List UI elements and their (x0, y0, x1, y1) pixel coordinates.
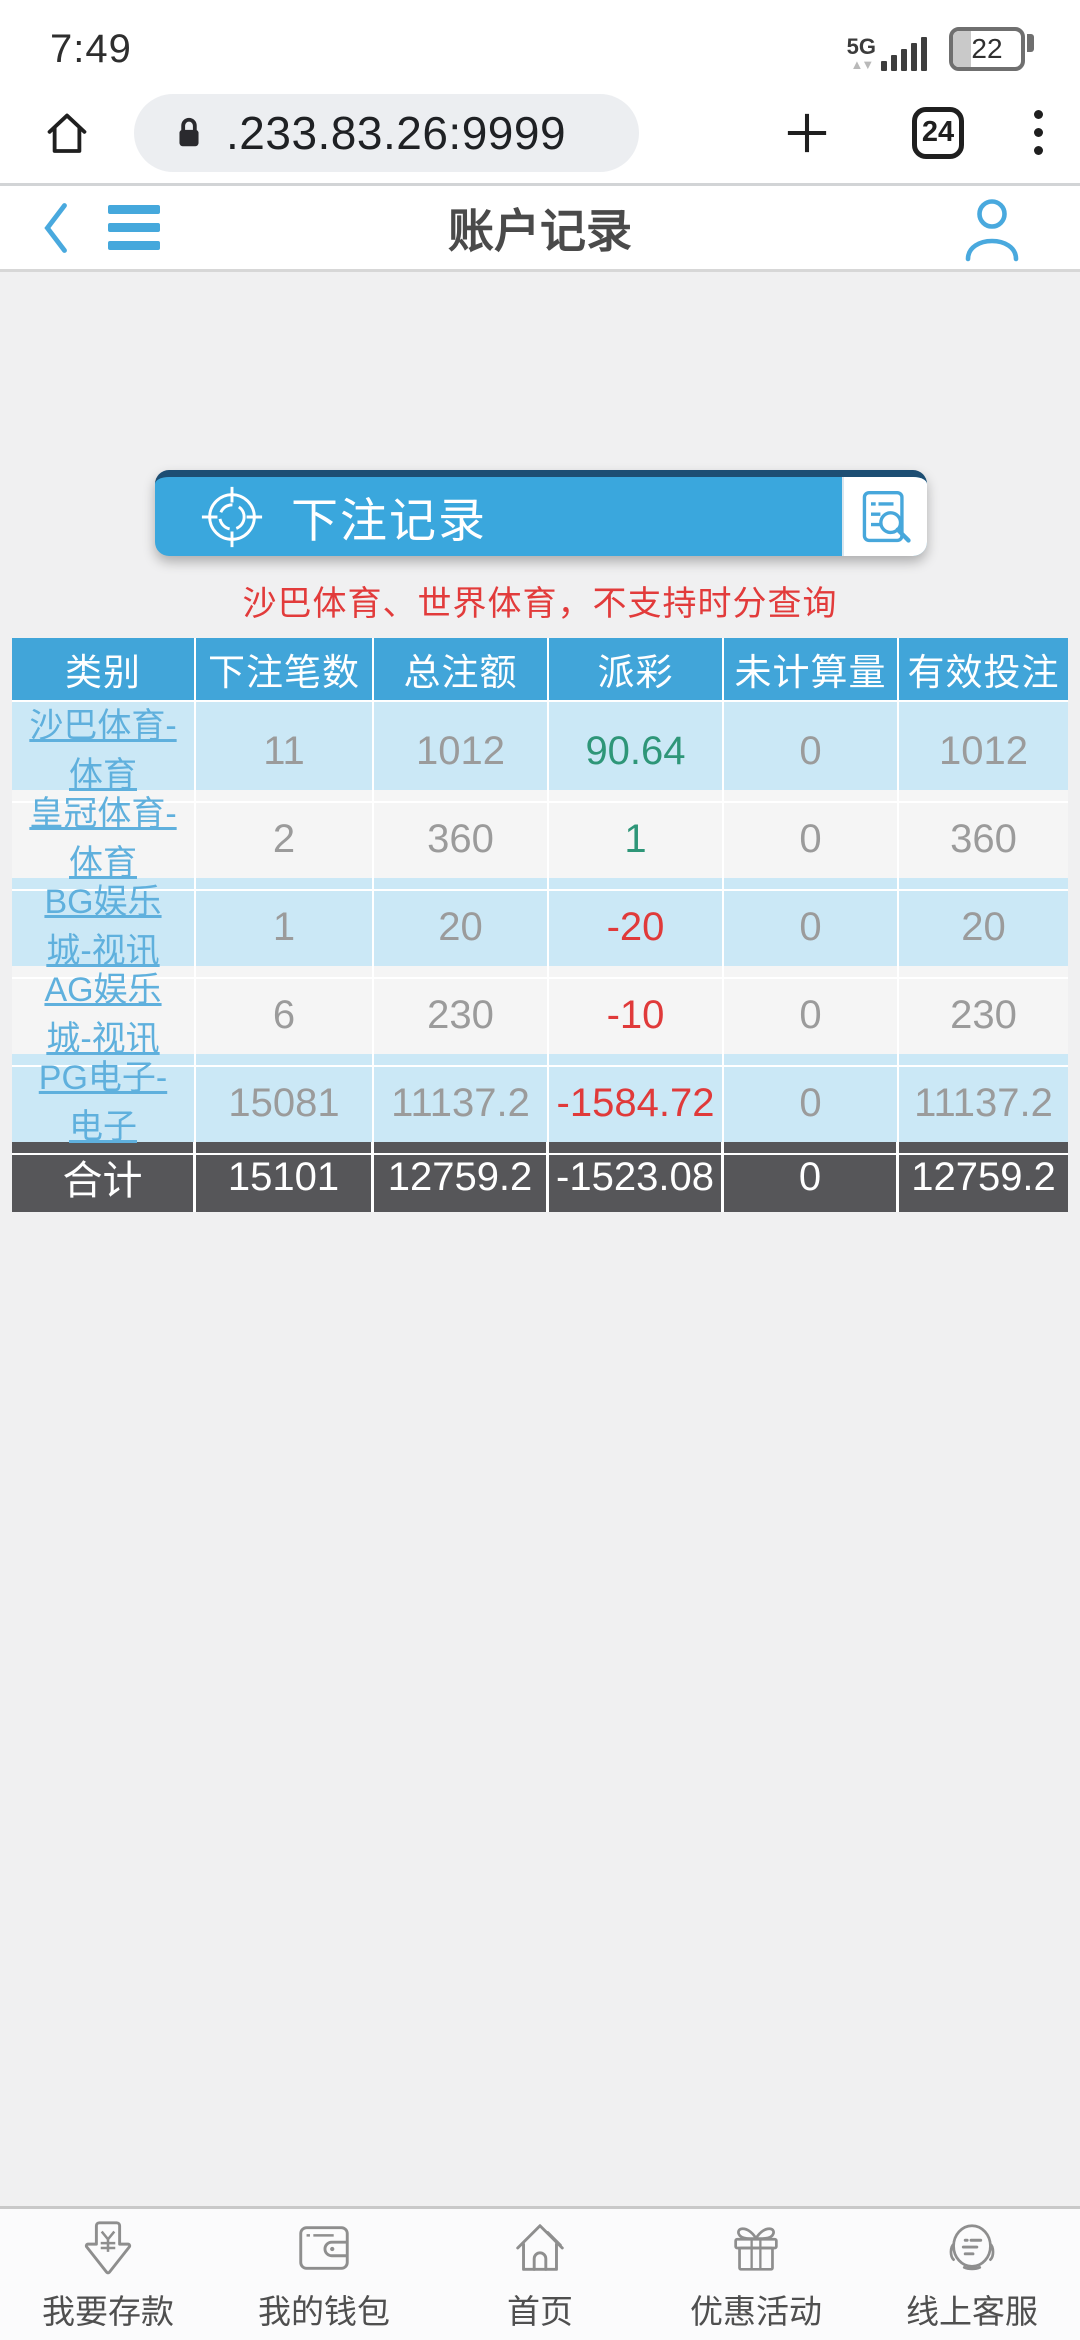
page-title: 账户记录 (448, 204, 632, 257)
table-total-row: 合计 15101 12759.2 -1523.08 0 12759.2 (12, 1142, 1068, 1212)
cell-uncalculated: 0 (724, 790, 899, 891)
lock-icon (179, 117, 199, 146)
bottom-navigation: 我要存款 我的钱包 首页 (0, 2206, 1080, 2340)
table-row: 皇冠体育-体育 2 360 1 0 360 (12, 790, 1068, 891)
col-header-valid-bets: 有效投注 (899, 638, 1068, 702)
cell-payout: 1 (549, 790, 724, 891)
signal-bars-icon (881, 35, 927, 71)
cell-payout: -1584.72 (549, 1054, 724, 1155)
cell-payout: -20 (549, 878, 724, 979)
wallet-icon (299, 2225, 349, 2270)
search-records-button[interactable] (842, 477, 927, 556)
browser-home-icon[interactable] (40, 106, 94, 160)
cell-valid-bets: 360 (899, 790, 1068, 891)
nav-label: 我的钱包 (258, 2292, 390, 2330)
target-icon (201, 486, 263, 547)
browser-menu-button[interactable] (1030, 105, 1046, 161)
total-uncalculated: 0 (724, 1142, 899, 1212)
query-notice: 沙巴体育、世界体育，不支持时分查询 (242, 585, 838, 623)
document-search-icon (862, 490, 911, 543)
total-payout: -1523.08 (549, 1142, 724, 1212)
cell-bet-count: 15081 (196, 1054, 374, 1155)
nav-item-home[interactable]: 首页 (432, 2209, 648, 2340)
cell-total-stake: 1012 (374, 702, 549, 803)
customer-service-icon (949, 2223, 995, 2270)
cell-total-stake: 11137.2 (374, 1054, 549, 1155)
user-account-icon[interactable] (960, 193, 1024, 263)
hamburger-menu-button[interactable] (108, 205, 160, 250)
table-row: BG娱乐城-视讯 1 20 -20 0 20 (12, 878, 1068, 979)
cell-bet-count: 1 (196, 878, 374, 979)
back-button[interactable] (34, 198, 80, 258)
cell-payout: -10 (549, 966, 724, 1067)
nav-item-promotions[interactable]: 优惠活动 (648, 2209, 864, 2340)
cell-total-stake: 230 (374, 966, 549, 1067)
category-link[interactable]: 皇冠体育-体育 (29, 795, 177, 883)
total-bet-count: 15101 (196, 1142, 374, 1212)
nav-item-deposit[interactable]: 我要存款 (0, 2209, 216, 2340)
cell-valid-bets: 20 (899, 878, 1068, 979)
category-link[interactable]: PG电子-电子 (38, 1059, 168, 1147)
browser-toolbar: .233.83.26:9999 24 (0, 92, 1080, 186)
status-bar: 7:49 5G ▲▼ 22 (0, 0, 1080, 92)
home-icon (516, 2223, 564, 2271)
col-header-uncalculated: 未计算量 (724, 638, 899, 702)
total-valid-bets: 12759.2 (911, 1154, 1056, 1199)
nav-label: 首页 (507, 2292, 573, 2330)
table-row: PG电子-电子 15081 11137.2 -1584.72 0 11137.2 (12, 1054, 1068, 1155)
new-tab-button[interactable] (780, 106, 834, 160)
banner-title: 下注记录 (291, 494, 487, 547)
cell-uncalculated: 0 (724, 966, 899, 1067)
table-header-row: 类别 下注笔数 总注额 派彩 未计算量 有效投注 (12, 638, 1068, 702)
total-stake: 12759.2 (374, 1142, 549, 1212)
cell-uncalculated: 0 (724, 1054, 899, 1155)
nav-label: 优惠活动 (690, 2292, 822, 2330)
promotions-icon (734, 2226, 778, 2271)
battery-indicator: 22 (943, 27, 1034, 71)
table-row: 沙巴体育-体育 11 1012 90.64 0 1012 (12, 702, 1068, 803)
bet-records-table: 类别 下注笔数 总注额 派彩 未计算量 有效投注 沙巴体育-体育 11 1012… (12, 638, 1068, 1212)
clock: 7:49 (50, 26, 132, 71)
col-header-bet-count: 下注笔数 (196, 638, 374, 702)
signal-indicator: 5G ▲▼ (847, 35, 927, 71)
cell-total-stake: 20 (374, 878, 549, 979)
data-activity-icon: ▲▼ (850, 57, 874, 72)
cell-uncalculated: 0 (724, 702, 899, 803)
category-link[interactable]: 沙巴体育-体育 (29, 707, 177, 795)
cell-total-stake: 360 (374, 790, 549, 891)
url-text: .233.83.26:9999 (226, 106, 567, 159)
table-row: AG娱乐城-视讯 6 230 -10 0 230 (12, 966, 1068, 1067)
col-header-category: 类别 (12, 638, 196, 702)
page-content: 下注记录 沙巴体育、世界体育，不支持时分查询 类别 下注笔数 (0, 272, 1080, 2206)
page-header: 账户记录 (0, 186, 1080, 272)
cell-valid-bets: 11137.2 (899, 1054, 1068, 1155)
category-link[interactable]: AG娱乐城-视讯 (44, 971, 162, 1059)
cell-bet-count: 11 (196, 702, 374, 803)
cell-bet-count: 2 (196, 790, 374, 891)
status-icons: 5G ▲▼ 22 (847, 27, 1034, 71)
battery-percent: 22 (971, 33, 1003, 64)
address-bar[interactable]: .233.83.26:9999 (134, 93, 639, 172)
battery-icon: 22 (949, 27, 1025, 71)
nav-label: 我要存款 (42, 2292, 174, 2330)
category-link[interactable]: BG娱乐城-视讯 (44, 883, 162, 971)
bet-records-banner: 下注记录 (155, 470, 927, 556)
total-label: 合计 (12, 1142, 196, 1212)
cell-uncalculated: 0 (724, 878, 899, 979)
tab-switcher-button[interactable]: 24 (912, 106, 964, 159)
cell-valid-bets: 230 (899, 966, 1068, 1067)
cell-valid-bets: 1012 (899, 702, 1068, 803)
deposit-icon (84, 2220, 132, 2274)
nav-item-wallet[interactable]: 我的钱包 (216, 2209, 432, 2340)
nav-item-customer-service[interactable]: 线上客服 (864, 2209, 1080, 2340)
nav-label: 线上客服 (906, 2292, 1038, 2330)
tab-count: 24 (921, 116, 955, 148)
cell-payout: 90.64 (549, 702, 724, 803)
col-header-total-stake: 总注额 (374, 638, 549, 702)
network-type-label: 5G (846, 34, 876, 59)
cell-bet-count: 6 (196, 966, 374, 1067)
col-header-payout: 派彩 (549, 638, 724, 702)
